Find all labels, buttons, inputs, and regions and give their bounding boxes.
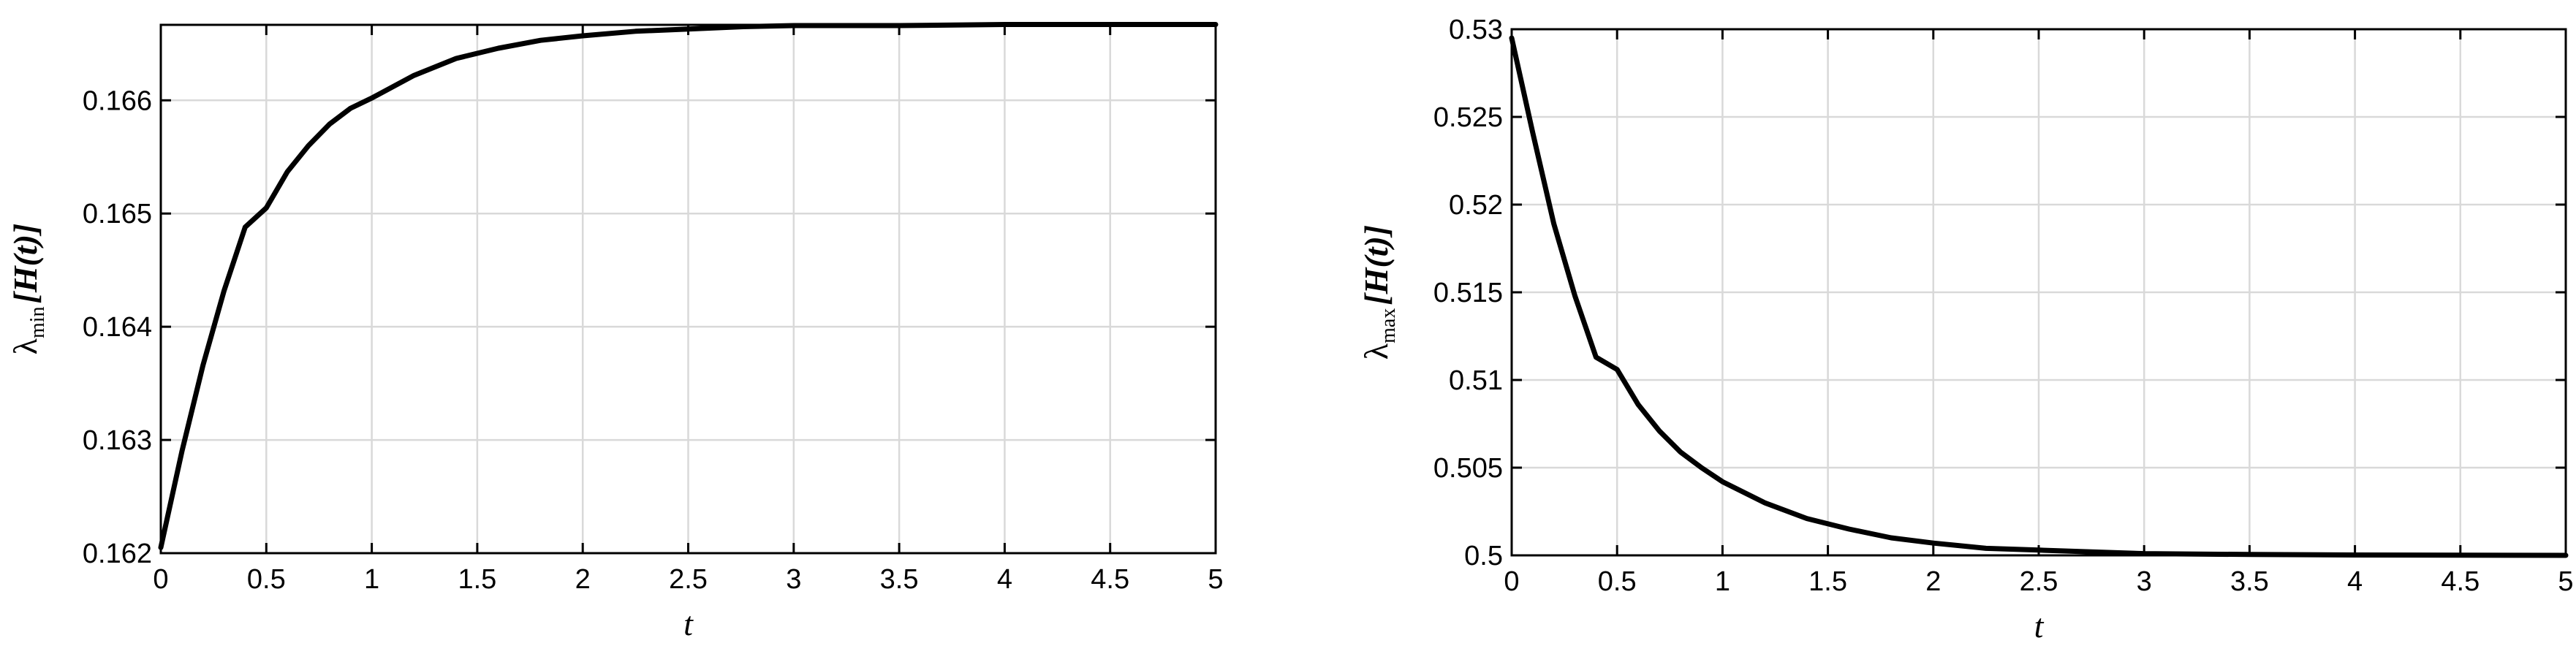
y-tick-label: 0.52 xyxy=(1449,190,1503,221)
x-tick-label: 0 xyxy=(153,564,168,595)
y-axis-label-argument: [H(t)] xyxy=(1357,225,1395,305)
x-tick-label: 2 xyxy=(575,564,591,595)
y-tick-label: 0.164 xyxy=(83,312,152,343)
x-tick-label: 4 xyxy=(997,564,1012,595)
y-tick-label: 0.505 xyxy=(1433,453,1503,484)
x-tick-label: 2.5 xyxy=(2020,566,2058,597)
x-tick-label: 2 xyxy=(1925,566,1941,597)
x-axis-label: t xyxy=(683,605,694,642)
y-tick-label: 0.163 xyxy=(83,425,152,456)
y-axis-label: λmax [H(t)] xyxy=(1357,225,1400,360)
y-tick-label: 0.53 xyxy=(1449,15,1503,45)
y-tick-label: 0.525 xyxy=(1433,102,1503,133)
lambda-min-chart: 0 0.5 1 1.5 2 2.5 3 3.5 4 4.5 5 0.162 0.163 0.164 0.16… xyxy=(7,22,1224,642)
y-axis-label: λmin[H(t)] xyxy=(7,224,49,355)
x-tick-label: 0.5 xyxy=(247,564,286,595)
y-tick-label: 0.5 xyxy=(1464,541,1503,571)
x-tick-label: 0 xyxy=(1504,566,1519,597)
x-tick-label: 3 xyxy=(786,564,801,595)
series-line xyxy=(1509,35,2569,558)
y-tick-label: 0.51 xyxy=(1449,365,1503,396)
x-tick-label: 1 xyxy=(1715,566,1730,597)
y-axis-label-subscript: min xyxy=(26,306,49,338)
x-tick-label: 3.5 xyxy=(880,564,919,595)
x-tick-label: 3.5 xyxy=(2230,566,2269,597)
y-axis-label-symbol: λ xyxy=(1357,343,1395,360)
y-tick-label: 0.515 xyxy=(1433,278,1503,308)
x-tick-label: 4.5 xyxy=(1091,564,1129,595)
x-tick-label: 1.5 xyxy=(458,564,496,595)
x-tick-label: 4.5 xyxy=(2441,566,2480,597)
y-axis-label-argument: [H(t)] xyxy=(7,224,44,304)
x-tick-label: 5 xyxy=(1208,564,1223,595)
x-tick-label: 4 xyxy=(2347,566,2363,597)
y-tick-label: 0.162 xyxy=(83,539,152,569)
lambda-max-chart: 0 0.5 1 1.5 2 2.5 3 3.5 4 4.5 50.50.5050.510.5150.… xyxy=(1357,15,2574,645)
x-tick-label: 5 xyxy=(2558,566,2573,597)
y-axis-label-subscript: max xyxy=(1377,308,1400,343)
y-tick-label: 0.165 xyxy=(83,199,152,229)
x-tick-label: 3 xyxy=(2137,566,2152,597)
x-tick-label: 1.5 xyxy=(1808,566,1847,597)
x-tick-label: 2.5 xyxy=(669,564,708,595)
x-axis-label: t xyxy=(2034,607,2045,645)
y-tick-label: 0.166 xyxy=(83,85,152,116)
y-axis-label-symbol: λ xyxy=(7,338,44,354)
x-tick-label: 1 xyxy=(364,564,379,595)
x-tick-label: 0.5 xyxy=(1598,566,1637,597)
